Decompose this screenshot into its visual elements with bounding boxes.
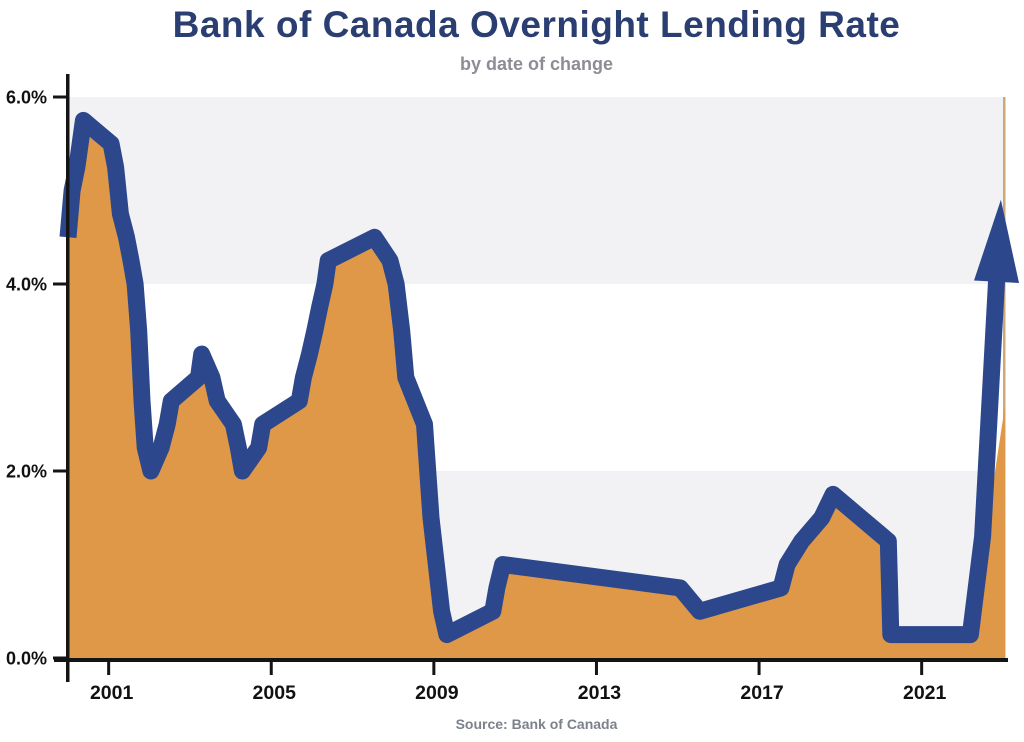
y-tick-label: 2.0% <box>6 462 47 482</box>
trend-arrow-head <box>974 199 1019 283</box>
source-caption: Source: Bank of Canada <box>455 716 618 732</box>
chart-title: Bank of Canada Overnight Lending Rate <box>172 4 901 45</box>
x-tick <box>757 662 761 675</box>
x-tick-label: 2021 <box>903 682 947 704</box>
y-tick <box>53 656 68 660</box>
y-tick <box>53 469 68 473</box>
x-tick <box>107 662 111 675</box>
x-tick <box>432 662 436 675</box>
y-tick <box>53 95 68 99</box>
rate-line <box>59 111 1006 644</box>
x-axis-line <box>54 658 1008 662</box>
x-tick <box>920 662 924 675</box>
plot-right-edge <box>1003 97 1006 658</box>
plot-band-0 <box>68 97 1003 284</box>
x-tick-label: 2001 <box>90 682 134 704</box>
y-tick-label: 0.0% <box>6 649 47 669</box>
rate-area-fill <box>68 120 1005 658</box>
x-tick-label: 2013 <box>578 682 622 704</box>
y-tick <box>53 282 68 286</box>
x-tick-label: 2005 <box>253 682 297 704</box>
x-tick <box>269 662 273 675</box>
x-tick-label: 2017 <box>740 682 783 704</box>
x-tick <box>594 662 598 675</box>
x-tick-label: 2009 <box>415 682 459 704</box>
y-tick-label: 6.0% <box>6 88 47 108</box>
y-axis-line <box>66 74 70 682</box>
y-tick-label: 4.0% <box>6 275 47 295</box>
chart-subtitle: by date of change <box>459 54 614 74</box>
